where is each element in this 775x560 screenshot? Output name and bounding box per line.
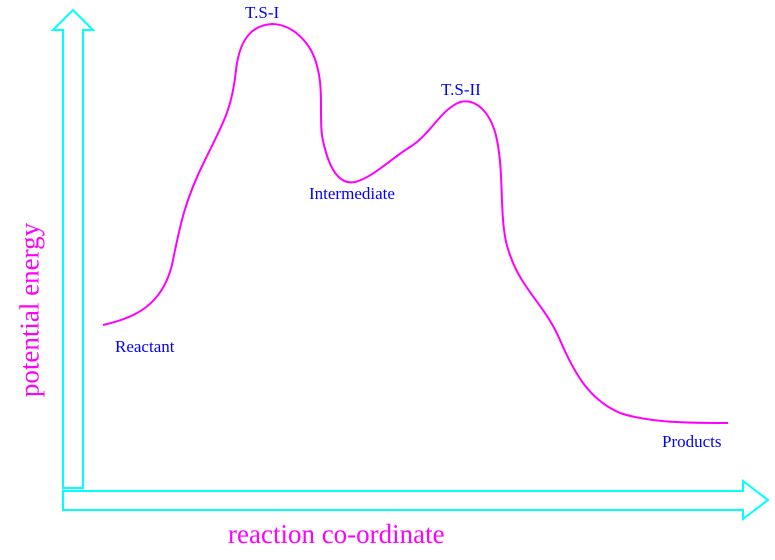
x-axis-label: reaction co-ordinate xyxy=(228,519,445,549)
label-reactant: Reactant xyxy=(115,337,175,356)
label-intermediate: Intermediate xyxy=(309,184,395,203)
y-axis-label: potential energy xyxy=(14,222,45,398)
label-products: Products xyxy=(662,432,722,451)
energy-curve xyxy=(102,22,729,424)
label-ts2: T.S-II xyxy=(441,80,481,99)
y-axis-arrow xyxy=(50,8,96,489)
label-ts1: T.S-I xyxy=(245,3,280,22)
x-axis-arrow xyxy=(62,478,770,522)
